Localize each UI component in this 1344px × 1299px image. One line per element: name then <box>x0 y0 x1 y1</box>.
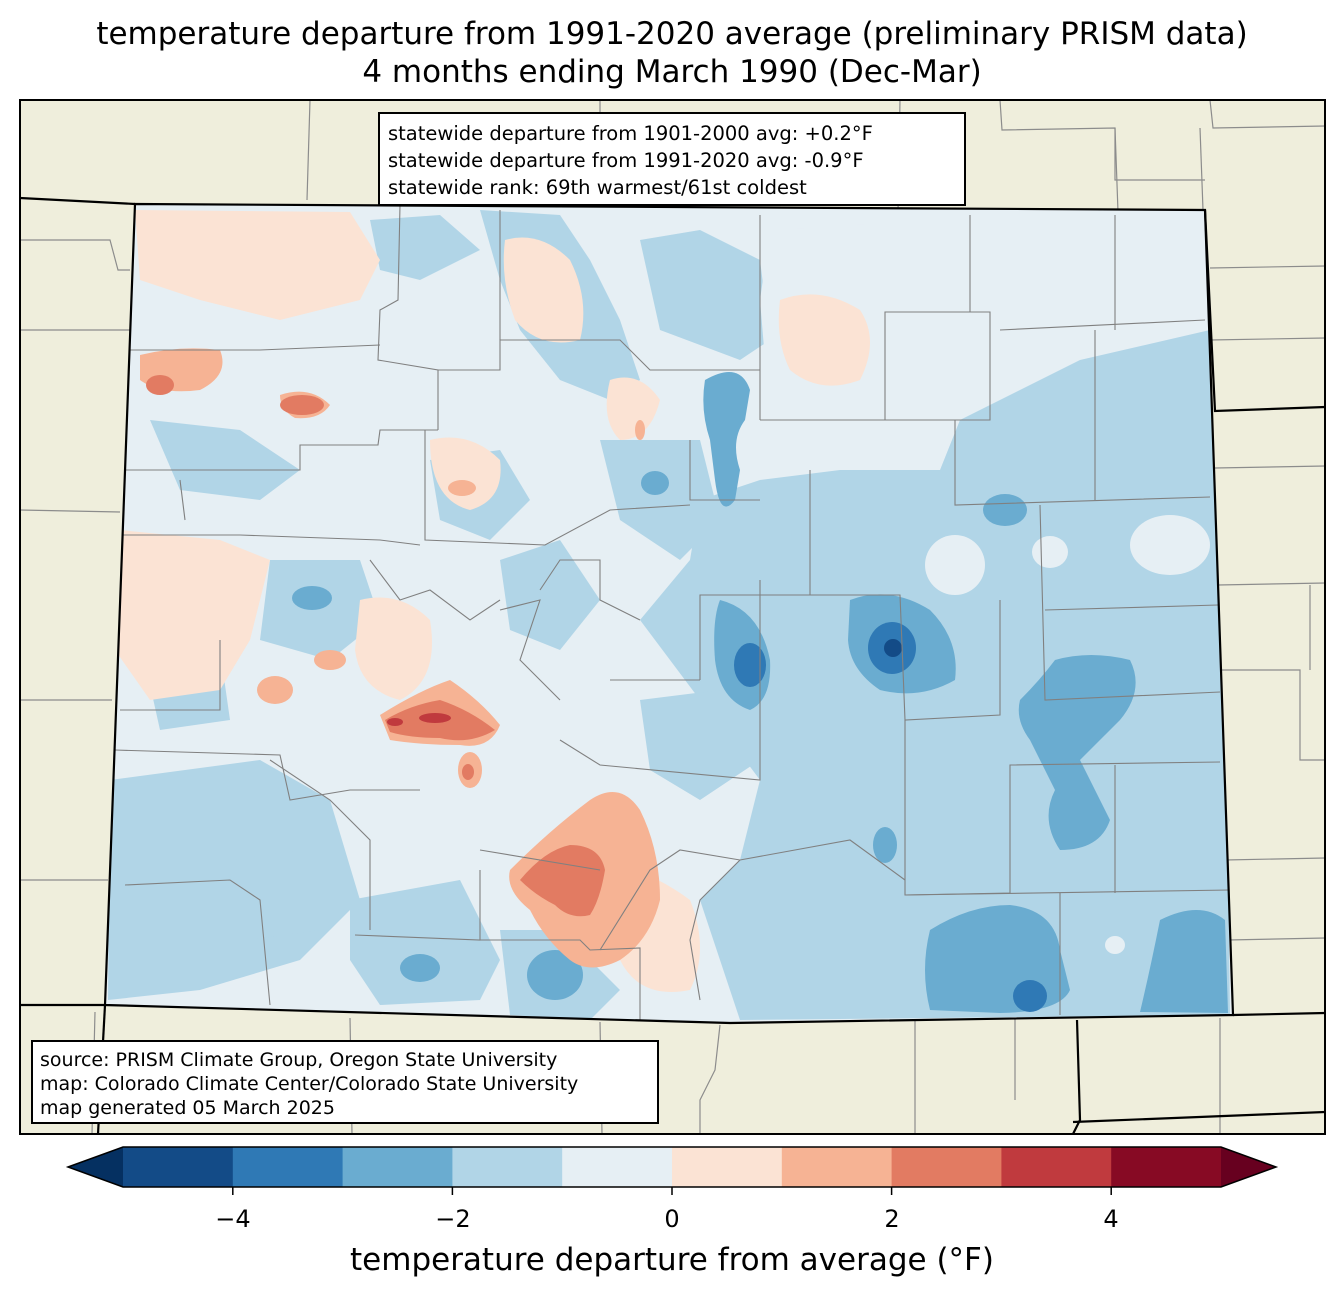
stat-departure-1901-2000: statewide departure from 1901-2000 avg: … <box>388 122 873 145</box>
colorbar-label: temperature departure from average (°F) <box>350 1242 994 1278</box>
colorbar-bin <box>1111 1147 1222 1187</box>
colorado-county-lines <box>114 204 1231 1020</box>
source-line: source: PRISM Climate Group, Oregon Stat… <box>40 1049 558 1071</box>
colorbar-bin <box>781 1147 893 1187</box>
generated-date-line: map generated 05 March 2025 <box>40 1097 335 1119</box>
colorbar-tick-label: 4 <box>1103 1205 1119 1233</box>
map-title-line-1: temperature departure from 1991-2020 ave… <box>96 16 1248 52</box>
colorbar-bin <box>672 1147 783 1187</box>
colorbar-tick-label: −4 <box>215 1205 251 1233</box>
colorbar-bin <box>342 1147 453 1187</box>
stat-rank: statewide rank: 69th warmest/61st coldes… <box>388 176 807 199</box>
colorado-anomaly-field <box>105 204 1233 1023</box>
map-frame <box>19 99 1326 1135</box>
colorbar-bin <box>562 1147 673 1187</box>
stat-departure-1991-2020: statewide departure from 1991-2020 avg: … <box>388 149 864 172</box>
colorbar-tick-label: −2 <box>435 1205 471 1233</box>
map-title-line-2: 4 months ending March 1990 (Dec-Mar) <box>362 54 982 90</box>
colorbar-tick-label: 0 <box>664 1205 680 1233</box>
colorbar-bin <box>891 1147 1002 1187</box>
state-boundaries <box>20 196 1325 1134</box>
colorbar-bin <box>452 1147 563 1187</box>
colorbar-bin <box>123 1147 234 1187</box>
colorbar-extend-high <box>1221 1147 1276 1187</box>
colorbar <box>65 1146 1279 1195</box>
statewide-stats-box: statewide departure from 1901-2000 avg: … <box>378 112 966 206</box>
colorbar-tick-label: 2 <box>884 1205 900 1233</box>
colorbar-bin <box>232 1147 344 1187</box>
colorbar-outline <box>65 1146 1279 1188</box>
colorbar-bin <box>1001 1147 1112 1187</box>
map-credit-line: map: Colorado Climate Center/Colorado St… <box>40 1073 579 1095</box>
source-credit-box: source: PRISM Climate Group, Oregon Stat… <box>31 1040 659 1124</box>
colorbar-extend-low <box>68 1147 123 1187</box>
